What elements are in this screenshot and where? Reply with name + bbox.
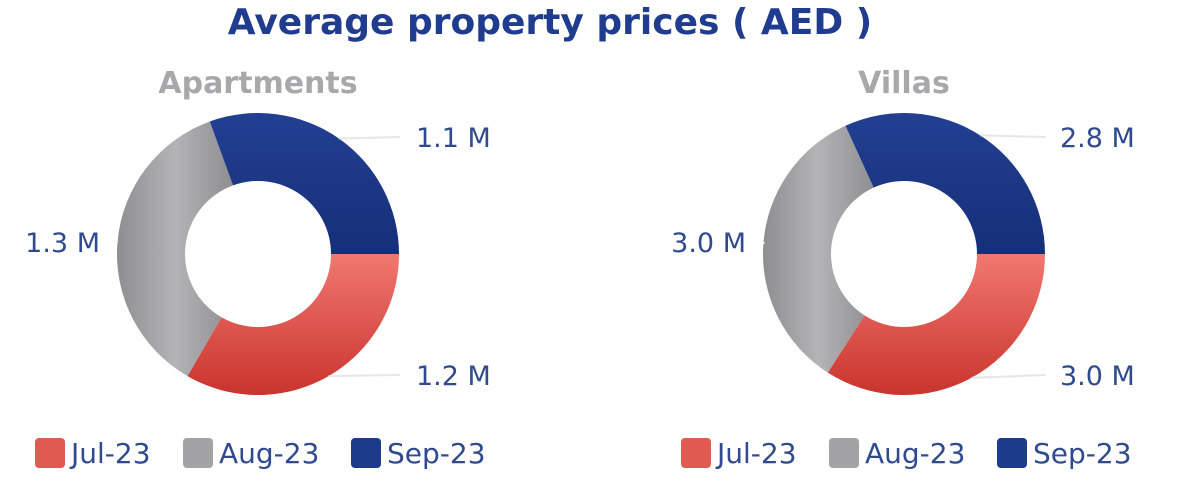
data-label: 1.2 M [416,361,491,392]
leader-line [980,134,1047,138]
leader-line [762,241,765,245]
legend-swatch [681,438,711,468]
legend-label: Sep-23 [387,437,486,470]
legend-swatch [183,438,213,468]
legend-swatch [829,438,859,468]
leader-line [971,374,1047,379]
data-label: 2.8 M [1060,123,1135,154]
leader-line [338,136,401,140]
chart-subtitle: Villas [858,66,950,101]
donut-slice-sep-23[interactable] [209,113,399,254]
chart-subtitle: Apartments [158,66,357,101]
data-label: 1.3 M [25,228,100,259]
chart-title: Average property prices ( AED ) [227,2,873,43]
leader-line [328,374,401,378]
legend-swatch [997,438,1027,468]
donut-chart-apartments: Apartments 1.2 M 1.3 M 1.1 M Jul-23 Aug-23 Sep… [25,66,491,470]
donut-chart-villas: Villas 3.0 M 3.0 M 2.8 M Jul-23 Aug-23 Sep-23 [671,66,1135,470]
legend-swatch [35,438,65,468]
donut-slice-jul-23[interactable] [187,254,400,395]
legend-swatch [351,438,381,468]
donut-slice-jul-23[interactable] [827,254,1045,396]
data-label: 1.1 M [416,123,491,154]
donut-slice-aug-23[interactable] [117,121,234,377]
data-label: 3.0 M [1060,361,1135,392]
legend-label: Jul-23 [69,437,151,470]
data-label: 3.0 M [671,228,746,259]
legend-label: Aug-23 [219,437,319,470]
donut-slice-aug-23[interactable] [763,125,874,373]
legend-label: Jul-23 [715,437,797,470]
donut-slice-sep-23[interactable] [845,113,1045,254]
legend-label: Aug-23 [865,437,965,470]
legend-label: Sep-23 [1033,437,1132,470]
